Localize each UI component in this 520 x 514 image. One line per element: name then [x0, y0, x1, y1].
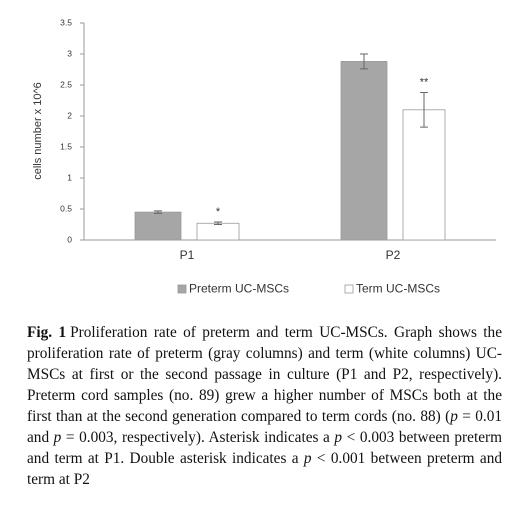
caption-symbol: p: [334, 429, 343, 446]
caption-symbol: p: [303, 450, 312, 467]
caption-text: = 0.003, respectively). Asterisk indicat…: [61, 429, 335, 446]
error-bar: [154, 210, 162, 214]
x-tick-label: P2: [386, 248, 401, 262]
y-axis-label: cells number x 10^6: [32, 82, 44, 180]
legend-swatch: [177, 284, 187, 294]
caption: Fig. 1 Proliferation rate of preterm and …: [27, 322, 502, 490]
caption-symbol: p: [450, 408, 458, 425]
chart: cells number x 10^6 0 0.5 1 1.5 2 2.5 3 3.5 P1 * P…: [32, 17, 496, 296]
caption-text: < 0.001 between preterm and term at P2: [27, 450, 502, 488]
y-tick-label: 3.5: [60, 17, 72, 27]
y-tick-label: 1.5: [60, 141, 72, 151]
y-tick-label: 0: [67, 234, 72, 244]
caption-text: Proliferation rate of preterm and term U…: [27, 324, 502, 425]
error-bar: [214, 221, 222, 225]
significance-mark: *: [216, 206, 221, 218]
y-tick-label: 2: [67, 110, 72, 120]
caption-label: Fig. 1: [27, 324, 67, 341]
caption-text: < 0.003 between preterm and term at P1. …: [27, 429, 502, 467]
bar: [402, 109, 446, 241]
legend-label: Preterm UC-MSCs: [189, 282, 289, 296]
legend-label: Term UC-MSCs: [356, 282, 440, 296]
significance-mark: **: [420, 76, 429, 88]
y-tick-label: 1: [67, 172, 72, 182]
caption-symbol: p: [53, 429, 62, 446]
bar: [134, 211, 182, 241]
y-tick-label: 3: [67, 48, 72, 58]
bar: [196, 222, 240, 241]
x-tick-label: P1: [180, 248, 195, 262]
legend-swatch: [344, 284, 354, 294]
caption-text: = 0.01 and: [27, 408, 503, 446]
y-tick-label: 0.5: [60, 203, 72, 213]
error-bar: [420, 91, 428, 128]
error-bar: [360, 53, 368, 70]
bar: [340, 61, 388, 241]
y-tick-label: 2.5: [60, 79, 72, 89]
